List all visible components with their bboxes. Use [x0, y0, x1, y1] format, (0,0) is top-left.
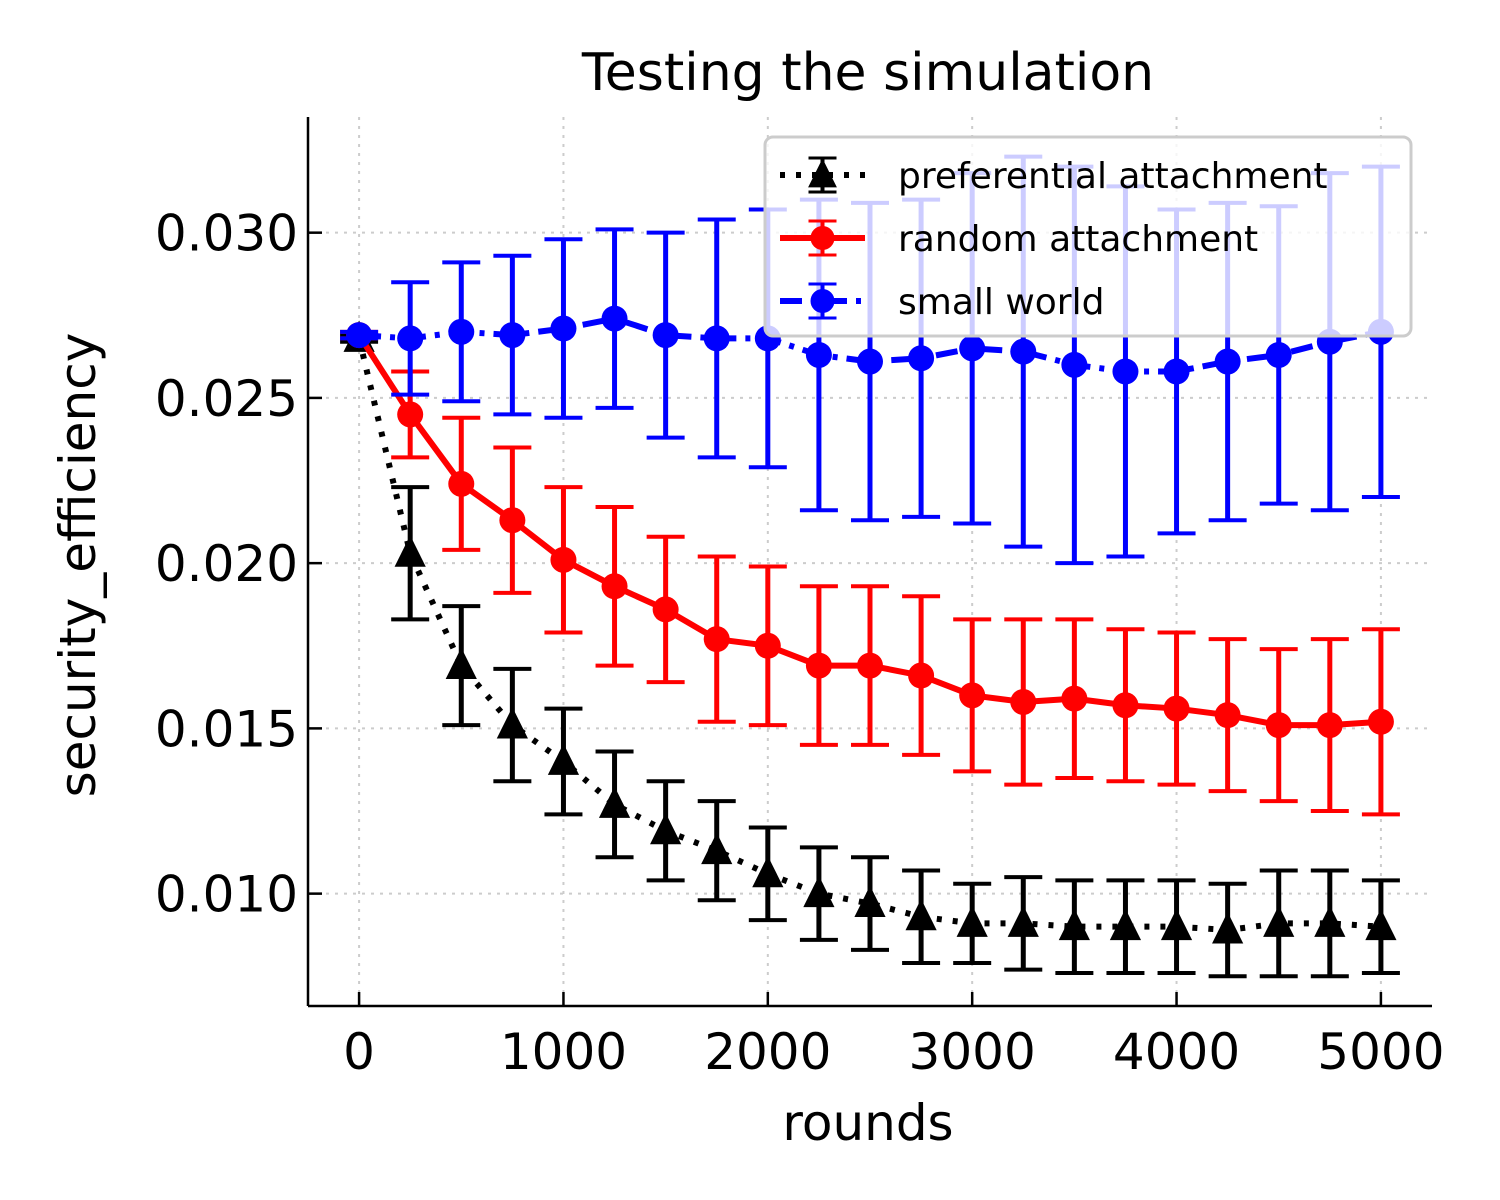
data-point: [908, 662, 935, 689]
data-point: [1263, 905, 1295, 937]
data-point: [1163, 695, 1190, 722]
series-line: [356, 337, 1382, 933]
data-point: [959, 335, 986, 362]
data-point: [448, 318, 475, 345]
data-point: [701, 832, 733, 865]
legend-marker: [810, 226, 835, 250]
data-point: [601, 573, 628, 600]
x-tick-label: 5000: [1317, 1023, 1444, 1081]
legend-marker: [808, 158, 837, 188]
data-point: [752, 855, 784, 888]
legend: preferential attachment random attachment…: [763, 135, 1413, 338]
data-point: [652, 322, 679, 349]
data-point: [397, 401, 424, 428]
data-point: [601, 305, 628, 332]
data-point: [445, 647, 477, 680]
data-point: [1112, 692, 1139, 719]
data-point: [703, 325, 730, 352]
ticks: 0 1000 2000 3000 4000 5000 0.010 0.015 0.020 0.02…: [155, 205, 1445, 1081]
data-point: [448, 470, 475, 497]
data-point: [908, 345, 935, 372]
data-point: [1314, 905, 1346, 937]
data-point: [857, 348, 883, 375]
series-small-world: [340, 154, 1400, 566]
data-point: [1160, 908, 1193, 941]
data-point: [550, 546, 577, 573]
data-point: [1265, 341, 1292, 368]
data-point: [1010, 688, 1037, 715]
series-random-attachment: [340, 322, 1400, 817]
x-tick-label: 3000: [909, 1023, 1036, 1081]
data-point: [1058, 908, 1090, 941]
data-point: [854, 885, 886, 918]
data-point: [1007, 905, 1039, 937]
data-point: [1212, 912, 1244, 944]
data-point: [805, 652, 832, 679]
series-preferential-attachment: [340, 320, 1400, 979]
legend-box: [763, 135, 1413, 338]
data-point: [905, 898, 937, 931]
data-point: [1265, 712, 1292, 739]
legend-marker: [810, 289, 835, 313]
chart-title: Testing the simulation: [581, 43, 1154, 103]
data-point: [703, 626, 730, 653]
x-tick-label: 4000: [1113, 1023, 1240, 1081]
data-point: [394, 535, 426, 567]
data-point: [650, 812, 682, 845]
data-point: [499, 507, 526, 534]
y-tick-label: 0.010: [155, 866, 298, 924]
x-tick-label: 1000: [500, 1023, 627, 1081]
data-point: [1112, 358, 1139, 385]
data-point: [652, 596, 679, 623]
data-point: [550, 315, 577, 342]
data-point: [956, 905, 988, 937]
data-point: [1010, 338, 1037, 365]
data-point: [857, 652, 883, 679]
y-tick-label: 0.030: [155, 205, 298, 263]
data-point: [1214, 702, 1241, 729]
legend-entry: preferential attachment: [780, 156, 1328, 197]
legend-entry: small world: [780, 282, 1104, 323]
series-line: [358, 315, 1382, 375]
data-point: [346, 322, 373, 349]
data-point: [805, 341, 832, 368]
data-point: [397, 325, 424, 352]
data-point: [803, 875, 835, 908]
legend-label: small world: [898, 282, 1104, 323]
data-point: [1163, 358, 1190, 385]
series-layer: [340, 154, 1400, 979]
data-point: [496, 707, 528, 739]
data-point: [547, 743, 580, 775]
legend-entry: random attachment: [780, 219, 1258, 260]
x-axis-label: rounds: [782, 1094, 953, 1152]
axes: [306, 117, 1432, 1008]
data-point: [1061, 351, 1088, 378]
data-point: [1365, 908, 1397, 941]
data-point: [959, 682, 986, 709]
data-point: [598, 786, 631, 818]
data-point: [1061, 685, 1088, 712]
data-point: [1367, 708, 1394, 735]
legend-label: random attachment: [898, 219, 1258, 260]
data-point: [1109, 908, 1142, 941]
x-tick-label: 0: [343, 1023, 375, 1081]
data-point: [754, 632, 781, 659]
data-point: [499, 322, 526, 349]
x-tick-label: 2000: [704, 1023, 831, 1081]
legend-label: preferential attachment: [898, 156, 1328, 197]
y-tick-label: 0.020: [155, 535, 298, 593]
data-point: [1316, 712, 1343, 739]
data-point: [1214, 348, 1241, 375]
y-tick-label: 0.025: [155, 370, 298, 428]
y-axis-label: security_efficiency: [49, 333, 107, 798]
y-tick-label: 0.015: [155, 700, 298, 758]
